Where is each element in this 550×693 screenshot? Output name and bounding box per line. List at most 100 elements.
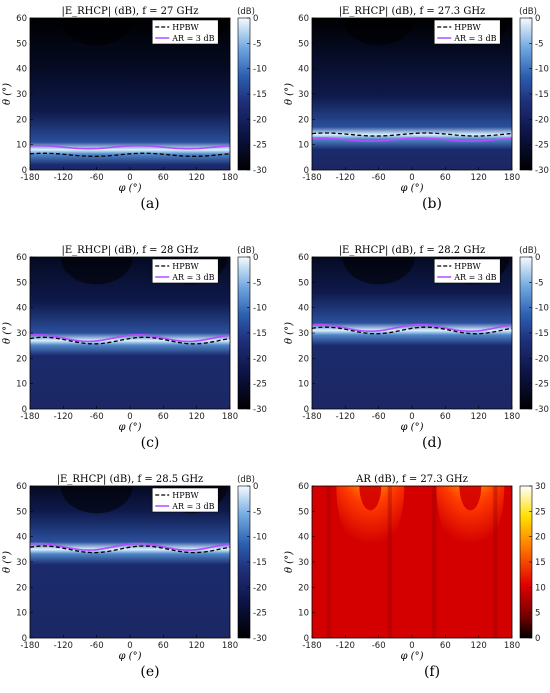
y-tick-label: 20 bbox=[16, 115, 27, 125]
x-tick-label: 180 bbox=[222, 641, 238, 651]
x-tick-label: -180 bbox=[302, 173, 321, 183]
panel-caption: (d) bbox=[422, 435, 442, 451]
panel-title: |E_RHCP| (dB), f = 27.3 GHz bbox=[339, 6, 486, 17]
y-tick-label: 50 bbox=[16, 39, 27, 49]
x-tick-label: -60 bbox=[90, 173, 104, 183]
colorbar-title: (dB) bbox=[519, 246, 537, 256]
panel-title: |E_RHCP| (dB), f = 28.2 GHz bbox=[339, 245, 486, 256]
y-tick-label: 60 bbox=[16, 253, 27, 263]
y-tick-label: 50 bbox=[298, 278, 309, 288]
x-tick-label: 60 bbox=[158, 173, 169, 183]
legend-ar-label: AR = 3 dB bbox=[171, 502, 214, 511]
legend-ar-label: AR = 3 dB bbox=[171, 34, 214, 43]
legend-box bbox=[151, 487, 219, 513]
x-axis-label: φ (°) bbox=[401, 183, 424, 194]
y-tick-label: 60 bbox=[298, 253, 309, 263]
x-axis-label: φ (°) bbox=[119, 651, 142, 662]
ar3db-contour bbox=[30, 542, 230, 551]
x-tick-label: 60 bbox=[440, 173, 451, 183]
legend-ar-label: AR = 3 dB bbox=[171, 273, 214, 282]
x-tick-label: 0 bbox=[409, 412, 414, 422]
colorbar-tick-label: 5 bbox=[535, 609, 540, 619]
y-tick-label: 10 bbox=[16, 380, 27, 390]
x-axis-label: φ (°) bbox=[401, 422, 424, 433]
y-tick-label: 0 bbox=[304, 634, 309, 644]
y-tick-label: 60 bbox=[298, 482, 309, 492]
colorbar-tick-label: -25 bbox=[253, 141, 267, 151]
ar-streak bbox=[432, 486, 437, 638]
y-tick-label: 20 bbox=[298, 583, 309, 593]
x-tick-label: -180 bbox=[302, 412, 321, 422]
colorbar-tick-label: 0 bbox=[535, 634, 540, 644]
legend: HPBW AR = 3 dB bbox=[151, 487, 219, 513]
colorbar-tick-label: -10 bbox=[253, 65, 267, 75]
legend: HPBW AR = 3 dB bbox=[433, 258, 501, 284]
colorbar-tick-label: 0 bbox=[253, 482, 258, 492]
y-tick-label: 0 bbox=[304, 405, 309, 415]
colorbar-tick-label: 0 bbox=[535, 14, 540, 24]
y-axis-label: θ (°) bbox=[2, 322, 13, 344]
x-tick-label: 120 bbox=[471, 412, 487, 422]
heatmap-lobe bbox=[60, 257, 133, 285]
x-tick-label: 0 bbox=[409, 173, 414, 183]
ar3db-contour bbox=[312, 323, 512, 332]
x-tick-label: 120 bbox=[189, 641, 205, 651]
x-tick-label: -120 bbox=[336, 412, 355, 422]
panel-c: HPBW AR = 3 dB -180 -120 -60 0 60 120 180 0 10 20 30… bbox=[2, 245, 267, 451]
y-tick-label: 40 bbox=[16, 65, 27, 75]
colorbar-title: (dB) bbox=[519, 7, 537, 17]
legend-ar-label: AR = 3 dB bbox=[453, 273, 496, 282]
legend-box bbox=[151, 19, 219, 45]
colorbar-tick-label: 10 bbox=[535, 583, 546, 593]
x-axis-label: φ (°) bbox=[401, 651, 424, 662]
y-tick-label: 40 bbox=[16, 304, 27, 314]
ar3db-contour bbox=[312, 137, 512, 142]
hpbw-contour bbox=[30, 152, 230, 157]
x-tick-label: 0 bbox=[127, 173, 132, 183]
colorbar-tick-label: 0 bbox=[253, 14, 258, 24]
colorbar-tick-label: 15 bbox=[535, 558, 546, 568]
x-tick-label: 180 bbox=[504, 641, 520, 651]
x-tick-label: 60 bbox=[158, 412, 169, 422]
legend-ar-label: AR = 3 dB bbox=[453, 34, 496, 43]
panel-title: AR (dB), f = 27.3 GHz bbox=[355, 474, 468, 485]
y-tick-label: 30 bbox=[298, 329, 309, 339]
colorbar-tick-label: -10 bbox=[535, 65, 549, 75]
x-axis-label: φ (°) bbox=[119, 183, 142, 194]
colorbar-tick-label: 20 bbox=[535, 533, 546, 543]
colorbar-tick-label: -20 bbox=[253, 354, 267, 364]
ar3db-contour bbox=[30, 144, 230, 150]
y-tick-label: 40 bbox=[298, 533, 309, 543]
colorbar-tick-label: 0 bbox=[535, 253, 540, 263]
hpbw-contour bbox=[312, 326, 512, 335]
y-tick-label: 10 bbox=[16, 609, 27, 619]
colorbar-tick-label: -5 bbox=[253, 278, 261, 288]
colorbar-tick-label: -25 bbox=[535, 141, 549, 151]
x-tick-label: -120 bbox=[336, 641, 355, 651]
y-tick-label: 10 bbox=[298, 380, 309, 390]
ar3db-contour bbox=[30, 334, 230, 343]
colorbar-tick-label: -10 bbox=[253, 533, 267, 543]
y-tick-label: 60 bbox=[298, 14, 309, 24]
y-tick-label: 50 bbox=[16, 507, 27, 517]
plot-area bbox=[312, 257, 512, 409]
heatmap-lobe bbox=[60, 18, 133, 46]
colorbar-tick-label: -15 bbox=[535, 329, 549, 339]
legend: HPBW AR = 3 dB bbox=[433, 19, 501, 45]
x-tick-label: -60 bbox=[372, 641, 386, 651]
y-axis-label: θ (°) bbox=[284, 322, 295, 344]
panel-d: HPBW AR = 3 dB -180 -120 -60 0 60 120 180 0 10 20 30… bbox=[284, 245, 549, 451]
plot-area bbox=[30, 486, 230, 638]
colorbar-tick-label: 25 bbox=[535, 507, 546, 517]
y-tick-label: 40 bbox=[298, 304, 309, 314]
x-tick-label: 0 bbox=[127, 641, 132, 651]
x-tick-label: 0 bbox=[409, 641, 414, 651]
x-tick-label: -60 bbox=[90, 412, 104, 422]
legend-box bbox=[151, 258, 219, 284]
x-tick-label: -60 bbox=[90, 641, 104, 651]
y-tick-label: 20 bbox=[16, 583, 27, 593]
colorbar-tick-label: -30 bbox=[253, 634, 267, 644]
y-axis-label: θ (°) bbox=[2, 83, 13, 105]
panel-title: |E_RHCP| (dB), f = 28.5 GHz bbox=[57, 474, 204, 485]
